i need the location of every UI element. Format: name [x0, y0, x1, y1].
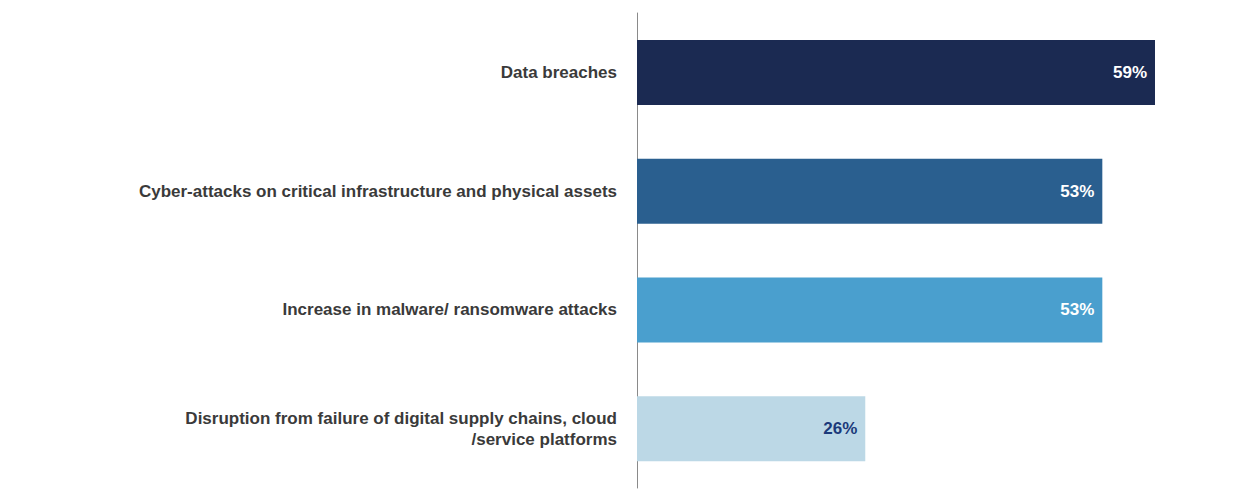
svg-text:26%: 26%: [823, 419, 857, 438]
svg-text:53%: 53%: [1060, 300, 1094, 319]
svg-text:53%: 53%: [1060, 182, 1094, 201]
svg-text:Increase in malware/ ransomwar: Increase in malware/ ransomware attacks: [282, 300, 617, 319]
svg-text:Cyber-attacks on critical infr: Cyber-attacks on critical infrastructure…: [139, 182, 617, 201]
svg-text:Disruption from failure of dig: Disruption from failure of digital suppl…: [185, 409, 617, 428]
svg-text:59%: 59%: [1113, 63, 1147, 82]
svg-text:Data breaches: Data breaches: [501, 63, 617, 82]
svg-text:/service platforms: /service platforms: [471, 430, 617, 449]
